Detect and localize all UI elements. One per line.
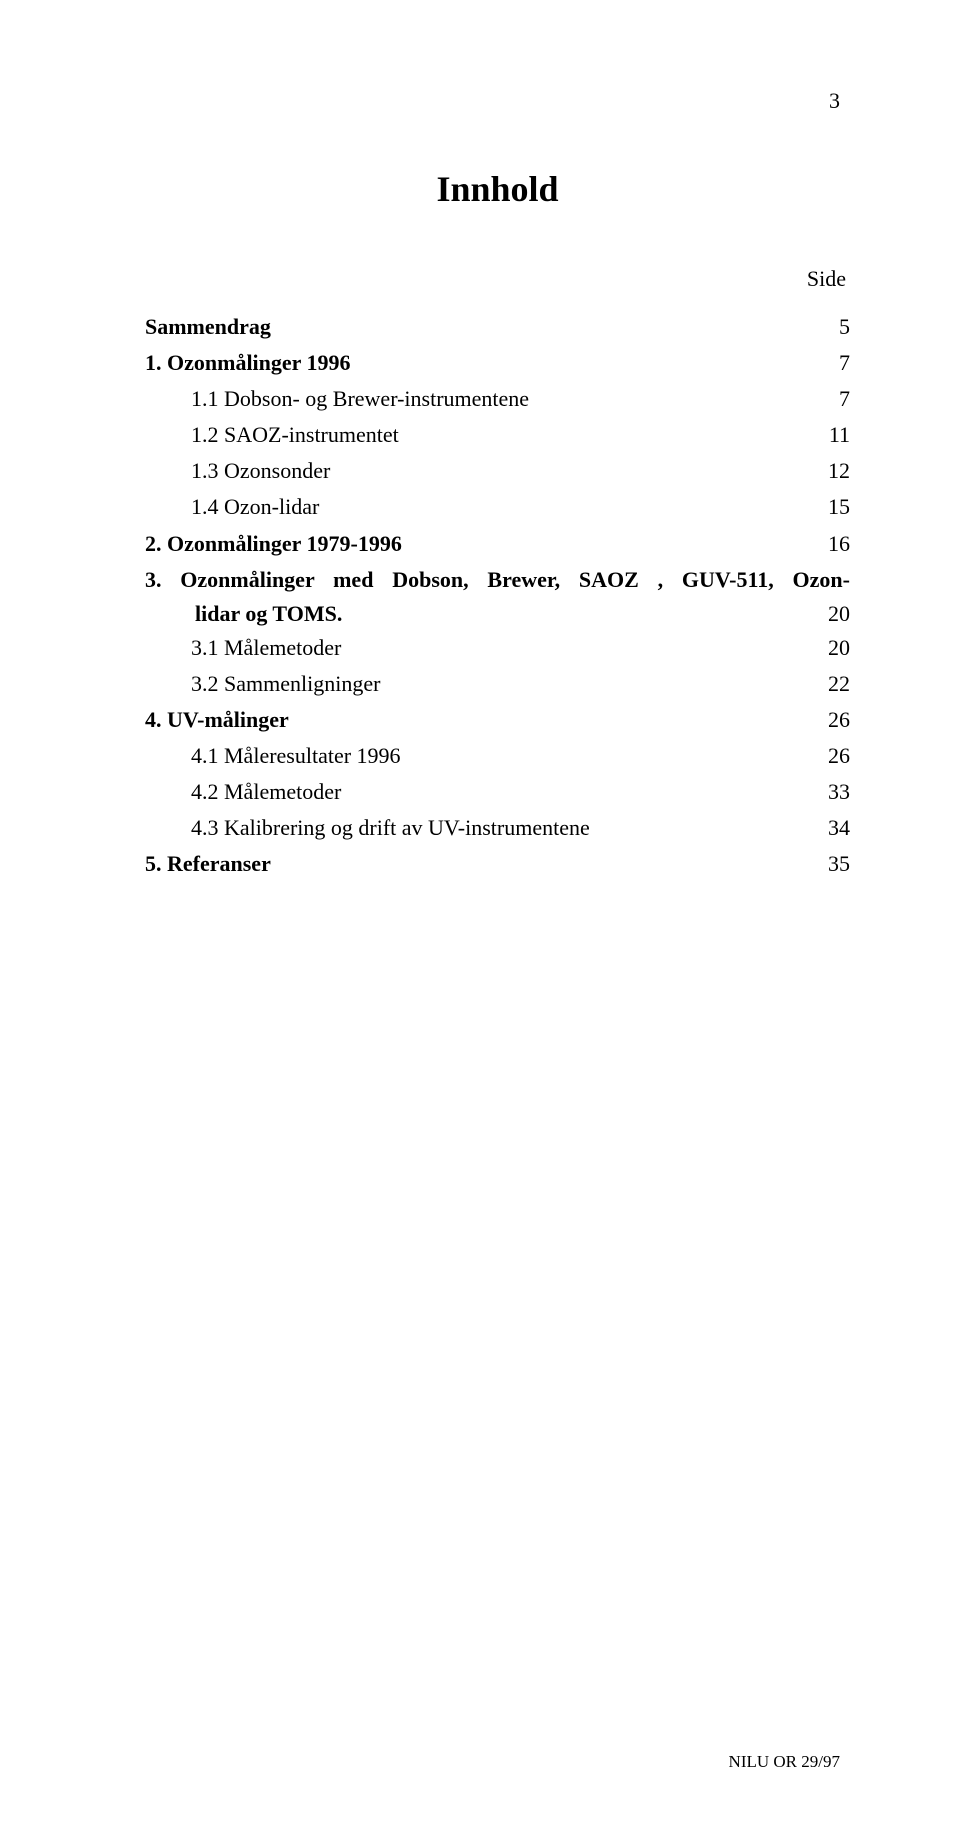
toc-page: 5 xyxy=(822,310,850,344)
toc-entry-4: 4. UV-målinger 26 xyxy=(145,703,850,737)
toc-page: 26 xyxy=(822,703,850,737)
toc-label: 4. UV-målinger xyxy=(145,703,289,737)
toc-entry-3-2: 3.2 Sammenligninger 22 xyxy=(145,667,850,701)
toc-page: 33 xyxy=(822,775,850,809)
toc-page: 11 xyxy=(822,418,850,452)
toc-label: 1. Ozonmålinger 1996 xyxy=(145,346,351,380)
toc-entry-2: 2. Ozonmålinger 1979-1996 16 xyxy=(145,527,850,561)
toc-entry-sammendrag: Sammendrag 5 xyxy=(145,310,850,344)
toc-label: 1.2 SAOZ-instrumentet xyxy=(191,418,399,452)
page-number-top: 3 xyxy=(829,88,840,114)
toc-entry-4-1: 4.1 Måleresultater 1996 26 xyxy=(145,739,850,773)
toc-page: 16 xyxy=(822,527,850,561)
toc-entry-4-2: 4.2 Målemetoder 33 xyxy=(145,775,850,809)
toc-entry-3-1: 3.1 Målemetoder 20 xyxy=(145,631,850,665)
toc-label: 2. Ozonmålinger 1979-1996 xyxy=(145,527,402,561)
toc-label: Sammendrag xyxy=(145,310,271,344)
toc-page: 12 xyxy=(822,454,850,488)
toc-page: 35 xyxy=(822,847,850,881)
toc-label: 1.3 Ozonsonder xyxy=(191,454,330,488)
toc-label-line2: lidar og TOMS. xyxy=(195,597,342,631)
toc-page: 15 xyxy=(822,490,850,524)
toc-entry-3: 3. Ozonmålinger med Dobson, Brewer, SAOZ… xyxy=(145,563,850,631)
toc-page: 7 xyxy=(822,346,850,380)
toc-label: 3.2 Sammenligninger xyxy=(191,667,380,701)
toc-label: 4.2 Målemetoder xyxy=(191,775,341,809)
toc-label: 3.1 Målemetoder xyxy=(191,631,341,665)
toc-entry-1-3: 1.3 Ozonsonder 12 xyxy=(145,454,850,488)
toc-label: 4.3 Kalibrering og drift av UV-instrumen… xyxy=(191,811,590,845)
toc-entry-1: 1. Ozonmålinger 1996 7 xyxy=(145,346,850,380)
toc-label-line1: 3. Ozonmålinger med Dobson, Brewer, SAOZ… xyxy=(145,563,850,597)
toc-page: 26 xyxy=(822,739,850,773)
toc-page: 34 xyxy=(822,811,850,845)
toc-title: Innhold xyxy=(145,168,850,210)
toc-entry-5: 5. Referanser 35 xyxy=(145,847,850,881)
side-column-header: Side xyxy=(145,266,850,292)
toc-entry-4-3: 4.3 Kalibrering og drift av UV-instrumen… xyxy=(145,811,850,845)
footer-doc-id: NILU OR 29/97 xyxy=(729,1752,840,1772)
toc-page: 22 xyxy=(822,667,850,701)
toc-entry-1-4: 1.4 Ozon-lidar 15 xyxy=(145,490,850,524)
toc-label: 1.1 Dobson- og Brewer-instrumentene xyxy=(191,382,529,416)
toc-page: 20 xyxy=(822,631,850,665)
table-of-contents: Sammendrag 5 1. Ozonmålinger 1996 7 1.1 … xyxy=(145,310,850,882)
toc-entry-1-2: 1.2 SAOZ-instrumentet 11 xyxy=(145,418,850,452)
toc-label: 5. Referanser xyxy=(145,847,271,881)
toc-page: 20 xyxy=(822,597,850,631)
toc-entry-1-1: 1.1 Dobson- og Brewer-instrumentene 7 xyxy=(145,382,850,416)
toc-page: 7 xyxy=(822,382,850,416)
toc-label: 1.4 Ozon-lidar xyxy=(191,490,319,524)
toc-label: 4.1 Måleresultater 1996 xyxy=(191,739,401,773)
